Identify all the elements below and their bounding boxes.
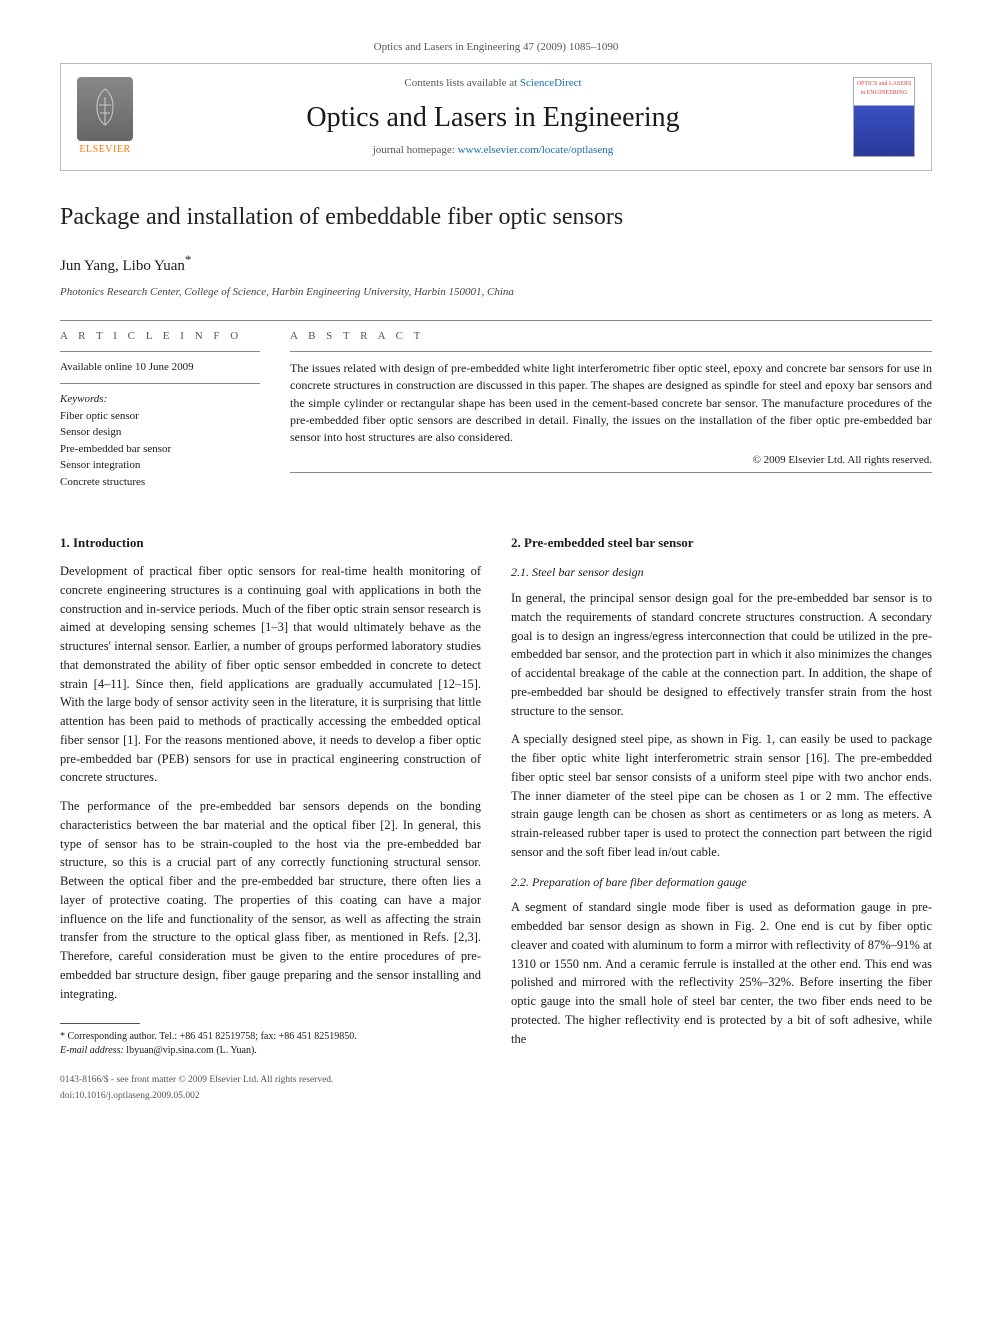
info-divider [290,472,932,473]
keyword: Concrete structures [60,474,260,491]
corresponding-footnote: * Corresponding author. Tel.: +86 451 82… [60,1030,481,1044]
issn-line: 0143-8166/$ - see front matter © 2009 El… [60,1074,481,1087]
keyword: Fiber optic sensor [60,408,260,425]
info-divider [60,383,260,384]
publisher-name: ELSEVIER [79,143,130,157]
left-column: 1. Introduction Development of practical… [60,520,481,1103]
homepage-link[interactable]: www.elsevier.com/locate/optlaseng [458,144,614,156]
authors: Jun Yang, Libo Yuan* [60,251,932,277]
abstract-copyright: © 2009 Elsevier Ltd. All rights reserved… [290,453,932,468]
homepage-line: journal homepage: www.elsevier.com/locat… [149,143,837,158]
section-heading: 1. Introduction [60,534,481,552]
journal-cover-thumbnail: OPTICS and LASERS in ENGINEERING [853,77,915,157]
journal-name: Optics and Lasers in Engineering [149,98,837,137]
keywords-list: Fiber optic sensor Sensor design Pre-emb… [60,408,260,491]
email-label: E-mail address: [60,1045,124,1056]
available-online: Available online 10 June 2009 [60,360,260,375]
contents-line: Contents lists available at ScienceDirec… [149,76,837,91]
body-paragraph: A specially designed steel pipe, as show… [511,730,932,861]
email-value: lbyuan@vip.sina.com (L. Yuan). [126,1045,256,1056]
doi-line: doi:10.1016/j.optlaseng.2009.05.002 [60,1090,481,1103]
right-column: 2. Pre-embedded steel bar sensor 2.1. St… [511,520,932,1103]
article-title: Package and installation of embeddable f… [60,201,932,235]
email-footnote: E-mail address: lbyuan@vip.sina.com (L. … [60,1044,481,1058]
header-box: ELSEVIER Contents lists available at Sci… [60,63,932,171]
article-info-heading: A R T I C L E I N F O [60,329,260,344]
contents-prefix: Contents lists available at [404,77,519,89]
publisher-logo: ELSEVIER [77,77,133,157]
header-center: Contents lists available at ScienceDirec… [149,76,837,158]
body-paragraph: The performance of the pre-embedded bar … [60,797,481,1003]
subsection-heading: 2.2. Preparation of bare fiber deformati… [511,874,932,891]
body-paragraph: In general, the principal sensor design … [511,589,932,720]
footnote-divider [60,1023,140,1024]
info-divider [60,351,260,352]
section-heading: 2. Pre-embedded steel bar sensor [511,534,932,552]
keyword: Pre-embedded bar sensor [60,441,260,458]
abstract-heading: A B S T R A C T [290,329,932,344]
body-paragraph: Development of practical fiber optic sen… [60,562,481,787]
info-divider [290,351,932,352]
elsevier-tree-icon [77,77,133,141]
abstract-text: The issues related with design of pre-em… [290,360,932,447]
author-names: Jun Yang, Libo Yuan [60,258,185,274]
divider [60,320,932,321]
corresponding-marker: * [185,252,192,267]
subsection-heading: 2.1. Steel bar sensor design [511,564,932,581]
body-paragraph: A segment of standard single mode fiber … [511,898,932,1048]
journal-header: Optics and Lasers in Engineering 47 (200… [60,40,932,55]
sciencedirect-link[interactable]: ScienceDirect [520,77,582,89]
article-info: A R T I C L E I N F O Available online 1… [60,329,260,490]
affiliation: Photonics Research Center, College of Sc… [60,285,932,300]
abstract: A B S T R A C T The issues related with … [290,329,932,490]
keywords-label: Keywords: [60,392,260,407]
keyword: Sensor integration [60,457,260,474]
keyword: Sensor design [60,424,260,441]
homepage-prefix: journal homepage: [373,144,458,156]
